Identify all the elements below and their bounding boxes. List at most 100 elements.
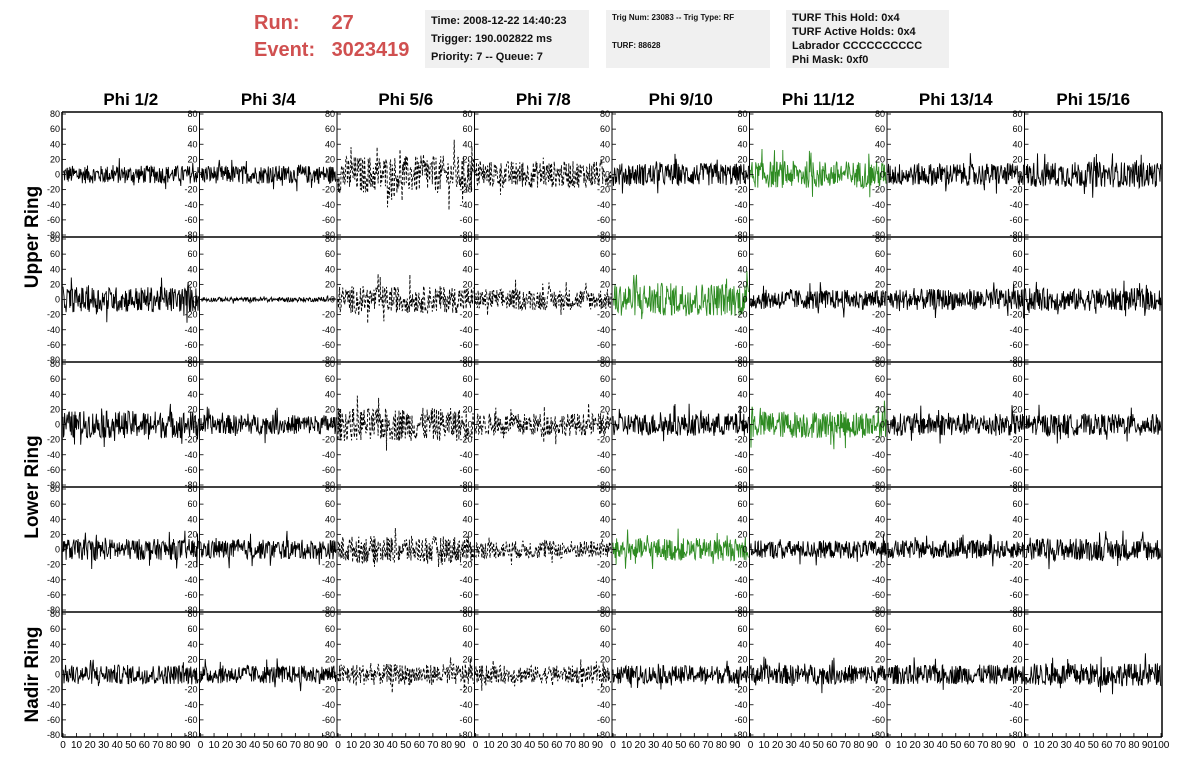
y-tick-label: -40 [322, 575, 335, 585]
x-tick-label: 70 [152, 740, 164, 751]
y-tick-label: -40 [1009, 700, 1022, 710]
y-tick-label: -80 [597, 230, 610, 240]
x-tick-label: 30 [923, 740, 935, 751]
phi-mask-text: Phi Mask: 0xf0 [792, 54, 869, 66]
x-tick-label: 40 [524, 740, 536, 751]
y-tick-label: 80 [875, 484, 885, 494]
y-tick-label: -20 [184, 435, 197, 445]
x-tick-label: 20 [910, 740, 922, 751]
y-tick-label: 40 [325, 139, 335, 149]
y-tick-label: -20 [1009, 310, 1022, 320]
time-trigger-box: Time: 2008-12-22 14:40:23 Trigger: 190.0… [425, 10, 589, 68]
y-tick-label: -20 [597, 185, 610, 195]
y-tick-label: 80 [325, 109, 335, 119]
x-tick-label: 10 [71, 740, 83, 751]
y-tick-label: -60 [322, 340, 335, 350]
y-tick-label: 20 [875, 529, 885, 539]
event-value: 3023419 [331, 39, 410, 61]
y-tick-label: 0 [742, 420, 747, 430]
y-tick-label: -40 [322, 700, 335, 710]
y-tick-label: 0 [55, 170, 60, 180]
y-tick-label: -80 [184, 730, 197, 740]
x-tick-label: 20 [222, 740, 234, 751]
y-tick-label: -40 [872, 450, 885, 460]
x-tick-label: 0 [335, 740, 341, 751]
y-tick-label: 0 [192, 295, 197, 305]
waveform-trace [62, 659, 199, 687]
x-tick-label: 30 [236, 740, 248, 751]
y-tick-label: -80 [322, 480, 335, 490]
y-tick-label: 80 [737, 484, 747, 494]
y-tick-label: -60 [872, 590, 885, 600]
waveform-trace [62, 158, 199, 190]
y-tick-label: -20 [184, 310, 197, 320]
y-tick-label: 80 [600, 609, 610, 619]
x-tick-label: 30 [786, 740, 798, 751]
y-tick-label: 20 [737, 529, 747, 539]
y-tick-label: 40 [875, 639, 885, 649]
y-tick-label: -40 [597, 200, 610, 210]
waveform-trace [475, 157, 612, 195]
y-tick-label: -80 [459, 230, 472, 240]
y-tick-label: 40 [325, 514, 335, 524]
x-tick-label: 70 [702, 740, 714, 751]
y-tick-label: 0 [1017, 545, 1022, 555]
column-title: Phi 9/10 [649, 90, 713, 109]
y-tick-label: 20 [462, 654, 472, 664]
x-tick-label: 50 [263, 740, 275, 751]
y-tick-label: -80 [1009, 480, 1022, 490]
x-tick-label: 90 [592, 740, 604, 751]
y-tick-label: -40 [734, 575, 747, 585]
y-tick-label: -60 [597, 590, 610, 600]
trig-num-box: Trig Num: 23083 -- Trig Type: RF TURF: 8… [606, 10, 770, 68]
y-tick-label: 80 [600, 234, 610, 244]
x-tick-label: 90 [729, 740, 741, 751]
y-tick-label: 0 [1017, 170, 1022, 180]
y-tick-label: -40 [597, 575, 610, 585]
y-tick-label: 20 [50, 154, 60, 164]
x-tick-label: 10 [621, 740, 633, 751]
y-tick-label: 80 [462, 484, 472, 494]
x-tick-label: 80 [991, 740, 1003, 751]
y-tick-label: -20 [1009, 435, 1022, 445]
y-tick-label: -40 [597, 450, 610, 460]
y-tick-label: 60 [50, 374, 60, 384]
y-tick-label: 20 [600, 654, 610, 664]
x-tick-label: 10 [1033, 740, 1045, 751]
x-tick-label: 30 [1061, 740, 1073, 751]
y-tick-label: -20 [597, 560, 610, 570]
x-tick-label: 10 [346, 740, 358, 751]
y-tick-label: -40 [184, 325, 197, 335]
y-tick-label: 40 [50, 514, 60, 524]
y-tick-label: 60 [737, 374, 747, 384]
y-tick-label: 0 [192, 545, 197, 555]
y-tick-label: -60 [47, 465, 60, 475]
y-tick-label: 40 [1012, 514, 1022, 524]
y-tick-label: -40 [459, 575, 472, 585]
y-tick-label: 60 [462, 249, 472, 259]
y-tick-label: 20 [875, 404, 885, 414]
y-tick-label: -60 [184, 590, 197, 600]
y-tick-label: 0 [330, 295, 335, 305]
y-tick-label: -80 [47, 230, 60, 240]
y-tick-label: 60 [875, 374, 885, 384]
y-tick-label: -60 [734, 715, 747, 725]
trig-num-text: Trig Num: 23083 -- Trig Type: RF [612, 13, 735, 22]
y-tick-label: 0 [55, 545, 60, 555]
y-tick-label: -60 [872, 465, 885, 475]
y-tick-label: -80 [872, 605, 885, 615]
x-tick-label: 70 [840, 740, 852, 751]
y-tick-label: -40 [322, 450, 335, 460]
y-tick-label: -60 [47, 340, 60, 350]
y-tick-label: -80 [184, 355, 197, 365]
y-tick-label: -20 [1009, 685, 1022, 695]
y-tick-label: -80 [1009, 605, 1022, 615]
y-tick-label: -20 [459, 560, 472, 570]
y-tick-label: -80 [734, 605, 747, 615]
y-tick-label: 60 [875, 499, 885, 509]
waveform-trace [200, 294, 337, 304]
x-tick-label: 60 [276, 740, 288, 751]
y-tick-label: 20 [1012, 404, 1022, 414]
waveform-trace [62, 403, 199, 448]
waveform-trace [1025, 153, 1162, 198]
